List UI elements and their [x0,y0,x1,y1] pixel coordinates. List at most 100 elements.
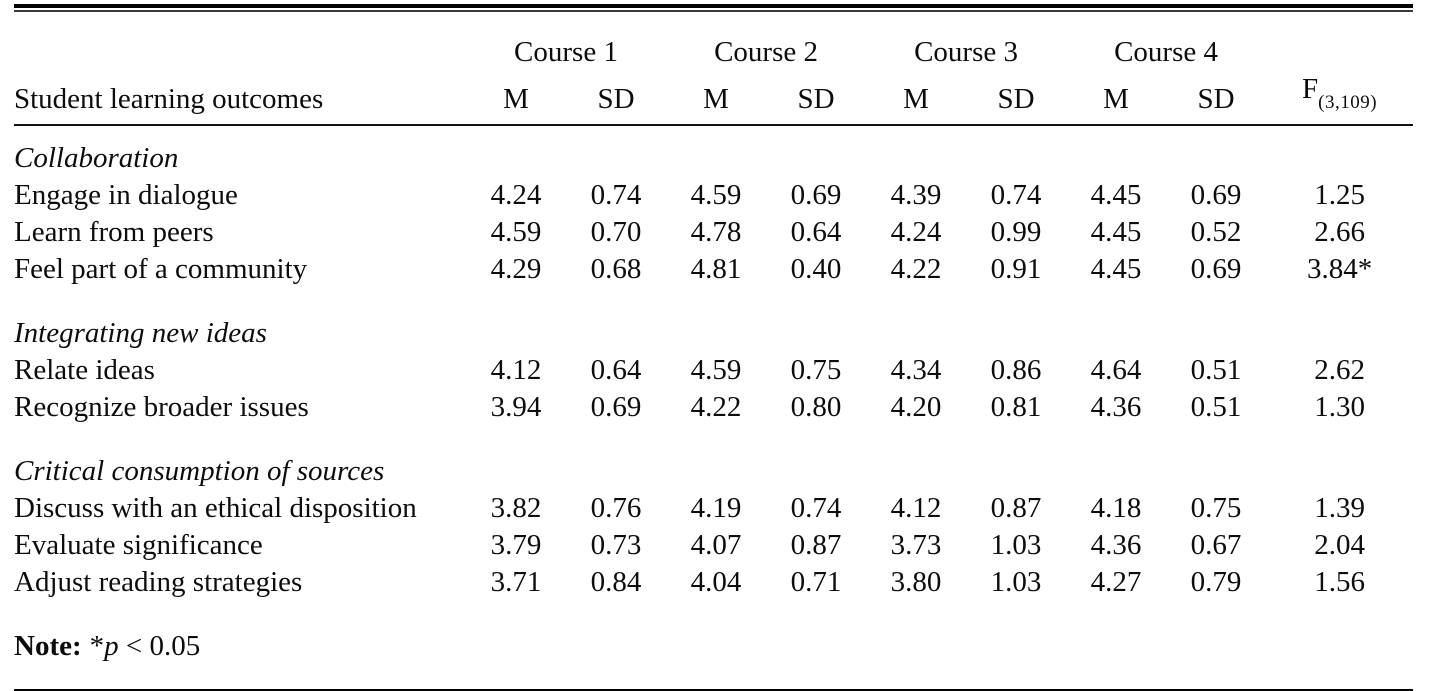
sd-value: 0.75 [1190,491,1242,524]
mean-header: M [903,82,929,115]
sd-value: 0.70 [590,215,642,248]
learning-outcomes-table-body: Collaboration Engage in dialogue 4.24 0.… [14,126,1413,601]
sd-value: 0.69 [1190,178,1242,211]
mean-value: 4.59 [690,353,742,386]
table-top-rule-thin [14,10,1413,12]
table-row: Relate ideas 4.12 0.64 4.59 0.75 4.34 0.… [14,352,1413,389]
sd-value: 0.51 [1190,390,1242,423]
mean-value: 4.12 [890,491,942,524]
mean-value: 4.07 [690,528,742,561]
mean-value: 3.80 [890,565,942,598]
table-row: Feel part of a community 4.29 0.68 4.81 … [14,251,1413,288]
table-row: Engage in dialogue 4.24 0.74 4.59 0.69 4… [14,177,1413,214]
p-threshold: < 0.05 [118,629,201,662]
mean-value: 4.45 [1090,178,1142,211]
section-header-critical-consumption: Critical consumption of sources [14,426,1413,490]
mean-value: 4.27 [1090,565,1142,598]
mean-value: 4.34 [890,353,942,386]
outcome-label: Relate ideas [14,353,155,386]
f-label: F [1302,73,1319,105]
mean-value: 3.71 [490,565,542,598]
sd-value: 0.91 [990,252,1042,285]
mean-header: M [703,82,729,115]
section-title: Integrating new ideas [14,316,267,349]
mean-value: 4.18 [1090,491,1142,524]
sd-value: 0.67 [1190,528,1242,561]
f-value: 2.62 [1314,353,1365,386]
outcome-label: Adjust reading strategies [14,565,303,598]
sd-header: SD [797,82,835,115]
sd-value: 0.64 [590,353,642,386]
course-4-header: Course 4 [1114,36,1219,68]
sd-header: SD [997,82,1035,115]
mean-value: 4.29 [490,252,542,285]
f-value: 1.56 [1314,565,1365,598]
sd-value: 1.03 [990,528,1042,561]
table-top-rule-heavy [14,4,1413,8]
mean-value: 4.24 [490,178,542,211]
mean-value: 4.22 [890,252,942,285]
table-row: Adjust reading strategies 3.71 0.84 4.04… [14,564,1413,601]
mean-value: 4.59 [490,215,542,248]
sd-value: 0.86 [990,353,1042,386]
sd-value: 0.75 [790,353,842,386]
course-header-row: Course 1 Course 2 Course 3 Course 4 [14,12,1413,71]
section-title: Critical consumption of sources [14,454,385,487]
mean-header: M [503,82,529,115]
mean-value: 4.45 [1090,252,1142,285]
sd-value: 0.84 [590,565,642,598]
f-value: 2.66 [1314,215,1365,248]
table-bottom-rule-heavy [14,688,1413,691]
mean-value: 4.64 [1090,353,1142,386]
mean-value: 4.59 [690,178,742,211]
sd-value: 0.51 [1190,353,1242,386]
sd-value: 0.64 [790,215,842,248]
spacer-cell [1266,12,1413,71]
note-label: Note: [14,629,82,662]
section-header-integrating-new-ideas: Integrating new ideas [14,288,1413,352]
mean-value: 4.20 [890,390,942,423]
mean-value: 4.45 [1090,215,1142,248]
mean-header: M [1103,82,1129,115]
mean-value: 4.19 [690,491,742,524]
measure-header-row: Student learning outcomes M SD M SD M SD… [14,71,1413,124]
f-statistic-header: F(3,109) [1266,71,1413,124]
f-value: 1.39 [1314,491,1365,524]
mean-value: 4.22 [690,390,742,423]
spacer-cell [14,12,466,71]
sd-value: 0.69 [1190,252,1242,285]
p-symbol: p [104,629,119,662]
f-subscript: (3,109) [1318,91,1378,113]
mean-value: 4.24 [890,215,942,248]
sd-value: 0.68 [590,252,642,285]
sd-value: 1.03 [990,565,1042,598]
mean-value: 4.39 [890,178,942,211]
sd-value: 0.76 [590,491,642,524]
course-3-header: Course 3 [914,36,1018,68]
sd-value: 0.81 [990,390,1042,423]
outcome-label: Engage in dialogue [14,178,238,211]
sd-value: 0.74 [590,178,642,211]
table-row: Recognize broader issues 3.94 0.69 4.22 … [14,389,1413,426]
sd-value: 0.79 [1190,565,1242,598]
header-divider-rule [14,123,1413,126]
sd-value: 0.69 [590,390,642,423]
sd-header: SD [1197,82,1235,115]
table-header: Course 1 Course 2 Course 3 Course 4 Stud… [14,12,1413,124]
table-note: Note: *p < 0.05 [14,628,1413,665]
mean-value: 4.78 [690,215,742,248]
sd-value: 0.99 [990,215,1042,248]
f-value: 3.84* [1306,252,1373,285]
mean-value: 4.12 [490,353,542,386]
outcomes-column-header: Student learning outcomes [14,82,324,115]
course-1-header: Course 1 [514,36,618,68]
section-title: Collaboration [14,141,179,174]
sd-value: 0.80 [790,390,842,423]
mean-value: 4.36 [1090,390,1142,423]
f-value: 1.30 [1314,390,1365,423]
mean-value: 4.81 [690,252,742,285]
sd-value: 0.74 [790,491,842,524]
mean-value: 3.79 [490,528,542,561]
outcome-label: Discuss with an ethical disposition [14,491,417,524]
